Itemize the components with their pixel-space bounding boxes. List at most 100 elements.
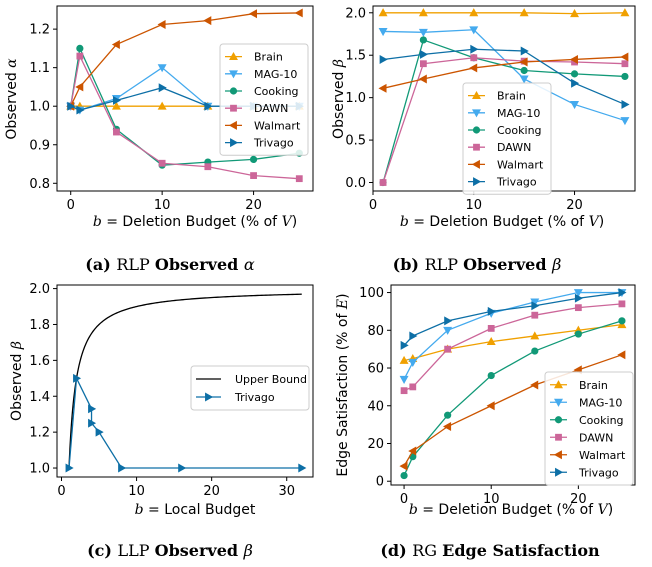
x-axis-label: b = Local Budget xyxy=(135,502,256,518)
data-point xyxy=(399,375,409,384)
data-point xyxy=(409,383,417,391)
legend-entry: MAG-10 xyxy=(497,107,540,120)
data-point xyxy=(158,159,166,167)
x-tick-label: 30 xyxy=(278,484,295,499)
data-point xyxy=(486,336,496,346)
data-point xyxy=(617,350,626,360)
series-mag-10 xyxy=(399,289,627,384)
x-tick-label: 0 xyxy=(400,492,408,507)
series-trivago xyxy=(379,44,630,109)
x-axis-label: b = Deletion Budget (% of V) xyxy=(93,214,297,230)
legend-box xyxy=(462,82,552,195)
legend-entry: DAWN xyxy=(497,141,531,154)
y-tick-label: 40 xyxy=(367,399,384,414)
legend-entry: MAG-10 xyxy=(254,68,297,81)
data-point xyxy=(203,16,212,26)
data-point xyxy=(620,8,630,17)
data-point xyxy=(574,293,583,303)
data-point xyxy=(378,83,387,93)
data-point xyxy=(530,380,539,390)
data-point xyxy=(621,60,629,68)
y-tick-label: 2.0 xyxy=(29,282,50,297)
data-point xyxy=(113,128,120,136)
data-point xyxy=(570,70,579,78)
legend-entry: Brain xyxy=(579,379,608,392)
data-point xyxy=(443,326,453,335)
series-line xyxy=(383,29,626,122)
data-point xyxy=(520,46,529,56)
data-point xyxy=(487,324,495,332)
data-point xyxy=(204,163,212,171)
data-point xyxy=(418,28,428,37)
series-cooking xyxy=(400,317,626,480)
data-point xyxy=(519,57,528,67)
data-point xyxy=(531,301,540,311)
panel-caption: (b) RLP Observed β xyxy=(393,255,562,274)
data-point xyxy=(75,82,84,92)
data-point xyxy=(65,463,74,473)
data-point xyxy=(95,427,104,437)
legend-entry: Cooking xyxy=(579,414,624,427)
legend-marker xyxy=(554,416,563,424)
y-tick-label: 0.0 xyxy=(345,176,366,191)
data-point xyxy=(88,418,97,428)
panel-caption: (d) RG Edge Satisfaction xyxy=(380,541,600,560)
data-point xyxy=(204,101,213,111)
data-point xyxy=(378,8,388,17)
y-tick-label: 1.6 xyxy=(29,354,50,369)
x-tick-label: 0 xyxy=(369,198,377,213)
data-point xyxy=(574,304,582,312)
legend-entry: Trivago xyxy=(578,466,619,479)
plot-frame xyxy=(56,284,314,478)
y-tick-label: 0.8 xyxy=(29,177,50,192)
legend-entry: Brain xyxy=(497,90,526,103)
series-brain xyxy=(378,8,630,18)
x-tick-label: 10 xyxy=(465,198,482,213)
series-walmart xyxy=(399,350,626,471)
series-line xyxy=(382,56,625,89)
series-line xyxy=(68,375,302,469)
data-point xyxy=(250,172,257,179)
y-tick-label: 1.2 xyxy=(29,426,50,441)
legend-entry: Walmart xyxy=(254,119,301,132)
legend-marker xyxy=(553,450,562,460)
legend-box xyxy=(190,365,310,411)
y-tick-label: 0 xyxy=(376,475,384,490)
series-line xyxy=(382,39,625,183)
data-point xyxy=(111,40,120,50)
y-tick-label: 1.0 xyxy=(29,462,50,477)
data-point xyxy=(574,330,582,338)
legend-marker xyxy=(554,380,563,389)
legend-marker xyxy=(472,90,481,100)
legend-marker xyxy=(230,138,239,148)
chart-panel-a: 0 10 20 0.8 0.9 1.0 1.1 1.2 Brain MAG-10 Cooking DA… xyxy=(4,5,314,274)
x-tick-label: 10 xyxy=(483,492,500,507)
data-point xyxy=(118,463,127,473)
data-point xyxy=(248,9,258,19)
x-tick-label: 20 xyxy=(203,484,220,499)
panel-caption: (a) RLP Observed α xyxy=(85,255,255,274)
data-point xyxy=(178,463,187,473)
y-axis-label: Edge Satisfaction (% of E) xyxy=(335,293,351,476)
legend: Brain MAG-10 Cooking DAWN Walmart Trivago xyxy=(462,82,552,195)
data-point xyxy=(400,387,408,395)
data-point xyxy=(408,358,418,367)
data-point xyxy=(618,317,626,325)
data-point xyxy=(531,311,539,319)
legend-entry: Cooking xyxy=(254,85,299,98)
data-point xyxy=(620,117,630,126)
data-point xyxy=(76,52,84,60)
data-point xyxy=(469,26,479,35)
legend-marker xyxy=(555,433,562,441)
legend-marker xyxy=(228,120,237,130)
data-point xyxy=(294,8,303,18)
series-trivago xyxy=(400,288,627,350)
data-point xyxy=(76,44,84,52)
plot-frame xyxy=(56,5,314,192)
chart-panel-c: 0 10 20 30 1.0 1.2 1.4 1.6 1.8 2.0 Upper Bound Triv… xyxy=(9,282,314,560)
data-point xyxy=(298,463,307,473)
legend-entry: Walmart xyxy=(579,449,626,462)
legend-marker xyxy=(555,467,564,477)
legend-entry: DAWN xyxy=(579,431,613,444)
data-point xyxy=(409,331,418,341)
